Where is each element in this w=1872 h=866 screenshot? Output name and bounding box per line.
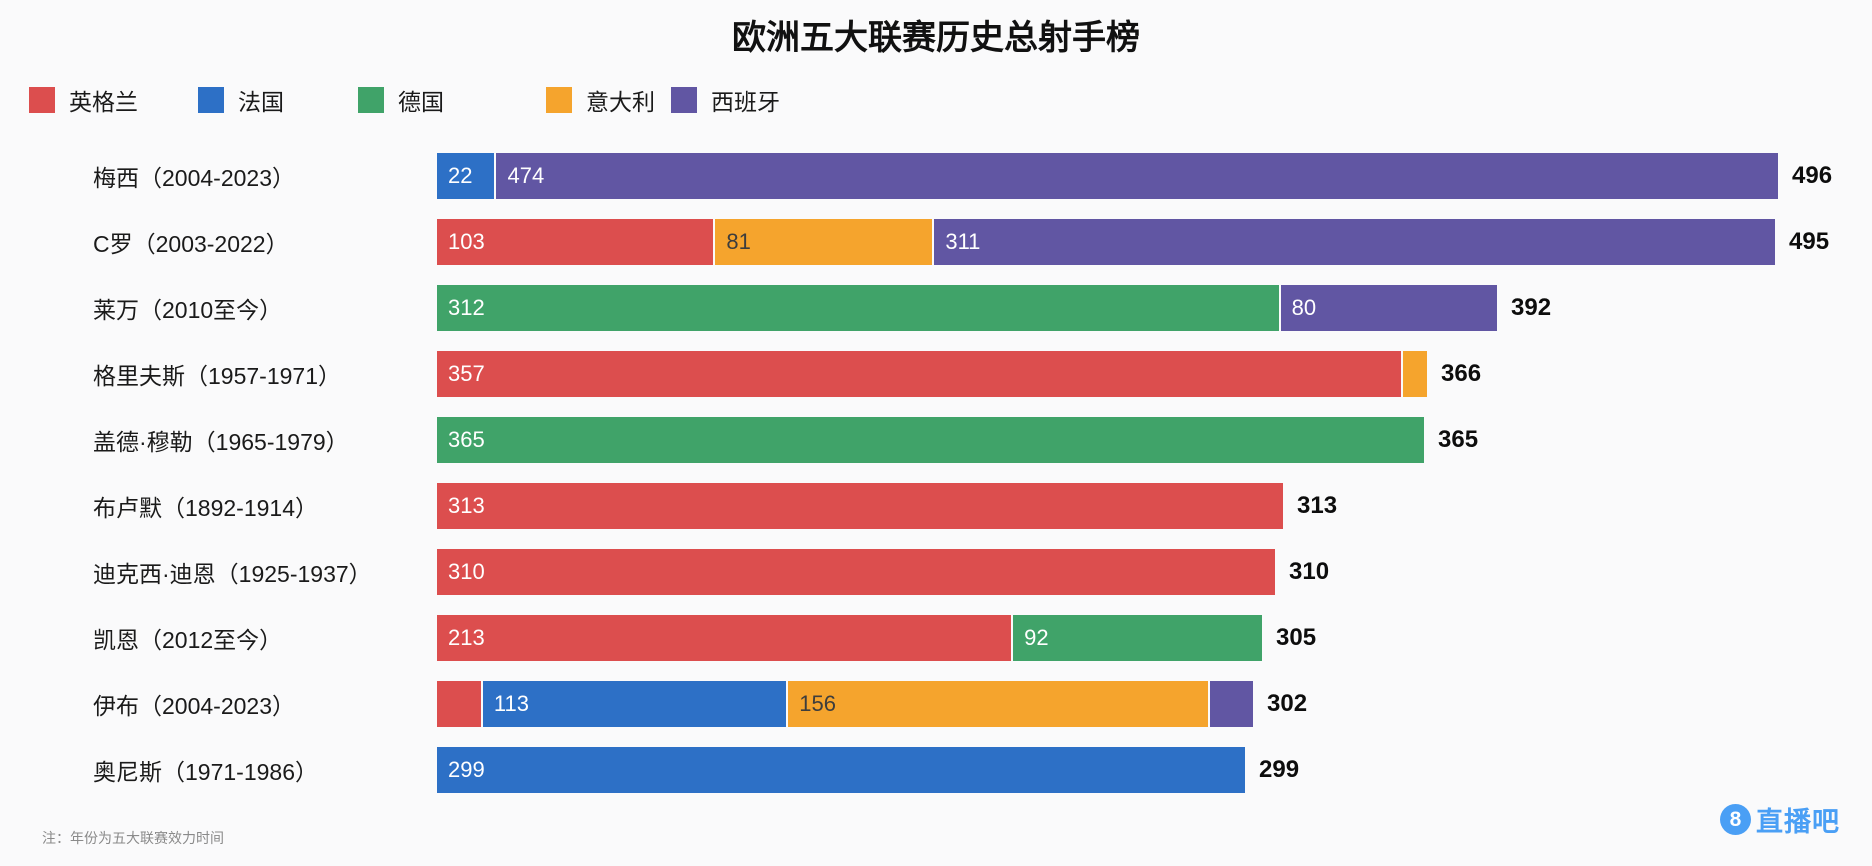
segment-value-label: 156 [799,691,836,716]
player-label: 奥尼斯（1971-1986） [93,759,318,785]
chart-row: 莱万（2010至今） 312 80 392 [0,275,1872,341]
segment-value-label: 310 [448,559,485,584]
segment-value-label: 312 [448,295,485,320]
segment-value-label: 103 [448,229,485,254]
bar-segment-england: 213 [437,615,1014,661]
chart-row: C罗（2003-2022） 103 81 311 495 [0,209,1872,275]
bar-segment-england: 313 [437,483,1283,529]
segment-value-label: 365 [448,427,485,452]
row-total-label: 495 [1789,228,1830,255]
logo-text: 直播吧 [1756,807,1840,837]
row-total-label: 313 [1297,492,1338,519]
row-total-label: 310 [1289,558,1330,585]
page-title: 欧洲五大联赛历史总射手榜 [732,19,1140,57]
row-total-label: 496 [1792,162,1833,189]
segment-value-label: 92 [1024,625,1049,650]
stacked-bar: 310 [437,549,1275,595]
chart-row: 盖德·穆勒（1965-1979） 365 365 [0,407,1872,473]
legend: 英格兰 法国 德国 意大利 西班牙 [0,83,780,117]
segment-value-label: 22 [448,163,473,188]
chart-row: 格里夫斯（1957-1971） 357 366 [0,341,1872,407]
player-label: 伊布（2004-2023） [93,693,295,719]
legend-item-spain: 西班牙 [671,83,780,117]
segment-value-label: 80 [1291,295,1317,320]
legend-swatch-icon [671,87,697,113]
legend-label: 英格兰 [69,89,138,115]
bar-segment-spain: 474 [496,153,1778,199]
chart-row: 伊布（2004-2023） 113 156 302 [0,671,1872,737]
legend-item-germany: 德国 [358,83,444,117]
legend-label: 德国 [398,89,444,115]
segment-value-label: 313 [448,493,485,518]
segment-value-label: 474 [507,163,545,188]
player-label: 凯恩（2012至今） [93,627,283,653]
segment-value-label: 299 [448,757,485,782]
bar-segment-spain: 80 [1280,285,1497,331]
row-total-label: 305 [1276,624,1317,651]
legend-swatch-icon [546,87,572,113]
bar-segment-england: 310 [437,549,1275,595]
row-total-label: 365 [1438,426,1479,453]
legend-label: 西班牙 [711,89,780,115]
player-label: C罗（2003-2022） [93,231,289,257]
bar-segment-spain: 311 [934,219,1775,265]
segment-value-label: 113 [493,691,529,716]
stacked-bar: 312 80 [437,285,1497,331]
stacked-bar: 22 474 [437,153,1778,199]
bar-chart: 梅西（2004-2023） 22 474 496 C罗（2003-2022） 103 81 3… [0,143,1872,803]
segment-value-label: 357 [448,361,485,386]
bar-segment-france: 113 [482,681,789,727]
row-total-label: 366 [1441,360,1482,387]
legend-label: 意大利 [586,89,655,115]
chart-row: 奥尼斯（1971-1986） 299 299 [0,737,1872,803]
footnote: 注：年份为五大联赛效力时间 [42,830,224,846]
chart-row: 梅西（2004-2023） 22 474 496 [0,143,1872,209]
stacked-bar: 103 81 311 [437,219,1775,265]
bar-segment-germany: 365 [437,417,1424,463]
stacked-bar: 113 156 [437,681,1253,727]
bar-segment-germany: 312 [437,285,1281,331]
bar-segment-italy [1402,351,1427,397]
bar-segment-spain [1209,681,1253,727]
bar-segment-france: 22 [437,153,497,199]
legend-label: 法国 [238,89,284,115]
stacked-bar: 313 [437,483,1283,529]
player-label: 梅西（2004-2023） [93,165,295,191]
bar-segment-italy: 81 [715,219,935,265]
segment-value-label: 81 [726,229,751,254]
logo-8-icon: 8 [1720,804,1751,835]
chart-row: 布卢默（1892-1914） 313 313 [0,473,1872,539]
segment-value-label: 213 [448,625,485,650]
legend-swatch-icon [358,87,384,113]
stacked-bar: 299 [437,747,1245,793]
stacked-bar: 213 92 [437,615,1262,661]
zhibo8-logo: 8 直播吧 [1720,800,1840,839]
stacked-bar: 357 [437,351,1427,397]
legend-swatch-icon [29,87,55,113]
stacked-bar: 365 [437,417,1424,463]
bar-segment-germany: 92 [1013,615,1262,661]
legend-item-england: 英格兰 [29,83,138,117]
legend-item-france: 法国 [198,83,284,117]
row-total-label: 392 [1511,294,1552,321]
bar-segment-france: 299 [437,747,1245,793]
bar-segment-england: 103 [437,219,716,265]
segment-value-label: 311 [945,229,981,254]
bar-segment-england: 357 [437,351,1403,397]
row-total-label: 299 [1259,756,1300,783]
player-label: 格里夫斯（1957-1971） [93,363,341,389]
legend-swatch-icon [198,87,224,113]
chart-row: 凯恩（2012至今） 213 92 305 [0,605,1872,671]
chart-row: 迪克西·迪恩（1925-1937） 310 310 [0,539,1872,605]
player-label: 迪克西·迪恩（1925-1937） [93,561,372,587]
player-label: 盖德·穆勒（1965-1979） [93,429,349,455]
bar-segment-italy: 156 [788,681,1210,727]
row-total-label: 302 [1267,690,1308,717]
player-label: 莱万（2010至今） [93,297,283,323]
legend-item-italy: 意大利 [546,83,655,117]
bar-segment-england [437,681,483,727]
player-label: 布卢默（1892-1914） [93,495,318,521]
